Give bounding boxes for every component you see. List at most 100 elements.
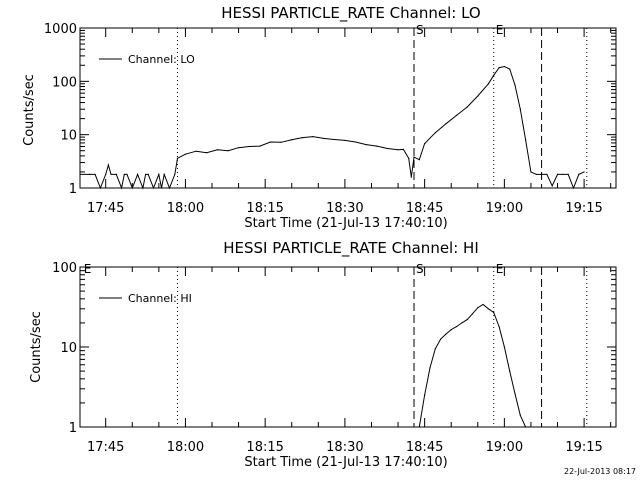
data-point bbox=[301, 137, 303, 139]
data-point bbox=[168, 187, 171, 189]
x-tick-label: 18:00 bbox=[167, 201, 204, 216]
data-point bbox=[525, 139, 527, 141]
data-point bbox=[163, 173, 165, 175]
data-point bbox=[105, 173, 107, 175]
data-point bbox=[408, 157, 410, 159]
data-point bbox=[176, 157, 179, 159]
data-point bbox=[509, 68, 511, 70]
data-point bbox=[158, 173, 160, 175]
data-point bbox=[376, 145, 378, 147]
x-tick-label: 18:15 bbox=[246, 440, 283, 455]
event-marker-label: S bbox=[416, 262, 424, 276]
panel-lo-title: HESSI PARTICLE_RATE Channel: LO bbox=[221, 4, 480, 23]
data-point bbox=[424, 142, 426, 145]
data-point bbox=[280, 141, 282, 143]
data-point bbox=[519, 108, 521, 110]
x-tick-label: 17:45 bbox=[87, 440, 124, 455]
data-point bbox=[540, 173, 543, 175]
data-point bbox=[562, 173, 564, 175]
data-point bbox=[227, 150, 229, 152]
data-point bbox=[445, 333, 447, 335]
data-point bbox=[354, 141, 357, 143]
y-tick-label: 10 bbox=[60, 341, 77, 356]
y-tick-label: 100 bbox=[52, 261, 77, 276]
data-point bbox=[206, 152, 208, 154]
data-point bbox=[344, 139, 346, 142]
data-point bbox=[477, 307, 479, 309]
x-tick-label: 18:30 bbox=[326, 201, 363, 216]
data-point bbox=[259, 145, 261, 147]
data-point bbox=[546, 173, 548, 175]
data-point bbox=[142, 187, 144, 189]
y-tick-label: 100 bbox=[52, 75, 77, 90]
plot-frame bbox=[79, 266, 617, 428]
data-point bbox=[455, 114, 458, 116]
data-point bbox=[365, 144, 367, 146]
data-point bbox=[578, 173, 580, 175]
x-tick-label: 18:30 bbox=[326, 440, 363, 455]
data-point bbox=[195, 150, 197, 152]
event-marker-label: S bbox=[416, 23, 424, 37]
data-point bbox=[110, 173, 112, 175]
event-marker-label: E bbox=[496, 23, 504, 37]
data-point bbox=[509, 370, 511, 372]
data-point bbox=[493, 311, 495, 314]
timestamp: 22-Jul-2013 08:17 bbox=[564, 467, 636, 476]
data-point bbox=[94, 173, 96, 175]
data-point bbox=[152, 187, 155, 189]
series-line bbox=[80, 65, 585, 190]
data-point bbox=[237, 147, 240, 149]
plot-frame bbox=[79, 27, 617, 189]
data-point bbox=[126, 173, 128, 175]
x-tick-label: 17:45 bbox=[87, 201, 124, 216]
data-point bbox=[503, 346, 505, 348]
data-point bbox=[450, 329, 452, 331]
y-tick-label: 1000 bbox=[44, 22, 77, 37]
data-point bbox=[269, 141, 272, 143]
data-point bbox=[514, 84, 516, 86]
data-point bbox=[525, 426, 527, 428]
y-tick-label: 1 bbox=[69, 182, 77, 197]
panel-hi-ylabel: Counts/sec bbox=[29, 311, 44, 383]
data-point bbox=[79, 173, 81, 175]
data-point bbox=[312, 135, 314, 138]
data-point bbox=[471, 313, 474, 315]
data-point bbox=[147, 173, 149, 175]
data-point bbox=[477, 95, 479, 97]
data-point bbox=[439, 338, 442, 340]
data-point bbox=[551, 185, 553, 187]
data-point bbox=[445, 123, 447, 125]
panel-lo-legend-label: Channel: LO bbox=[128, 53, 195, 66]
data-point bbox=[291, 139, 293, 141]
data-point bbox=[333, 138, 335, 141]
data-point bbox=[503, 65, 505, 68]
data-point bbox=[567, 173, 569, 175]
panel-0-plot: 17:45 18:00 18:15 18:30 18:45 19:00 19:15 1 10 10… bbox=[44, 22, 617, 216]
data-point bbox=[397, 149, 399, 151]
event-marker-label: E bbox=[496, 262, 504, 276]
data-point bbox=[89, 173, 91, 175]
data-point bbox=[216, 149, 218, 151]
data-point bbox=[386, 147, 389, 150]
data-point bbox=[160, 187, 163, 189]
panel-1-plot: 17:45 18:00 18:15 18:30 18:45 19:00 19:15 1 10 10… bbox=[52, 261, 617, 455]
data-point bbox=[248, 145, 250, 148]
x-tick-label: 18:15 bbox=[246, 201, 283, 216]
panel-hi-title: HESSI PARTICLE_RATE Channel: HI bbox=[223, 239, 479, 258]
data-point bbox=[434, 348, 436, 350]
data-point bbox=[487, 83, 490, 85]
data-point bbox=[530, 171, 532, 173]
data-point bbox=[455, 325, 458, 328]
panel-lo-ylabel: Counts/sec bbox=[22, 74, 37, 146]
data-point bbox=[461, 322, 463, 324]
data-point bbox=[131, 187, 133, 189]
data-point bbox=[413, 156, 415, 158]
data-point bbox=[99, 187, 101, 189]
x-tick-label: 18:00 bbox=[167, 440, 204, 455]
data-point bbox=[583, 171, 585, 173]
panel-lo-xlabel: Start Time (21-Jul-13 17:40:10) bbox=[244, 216, 447, 231]
data-point bbox=[144, 173, 147, 175]
x-tick-label: 19:00 bbox=[486, 201, 523, 216]
data-point bbox=[429, 367, 431, 369]
